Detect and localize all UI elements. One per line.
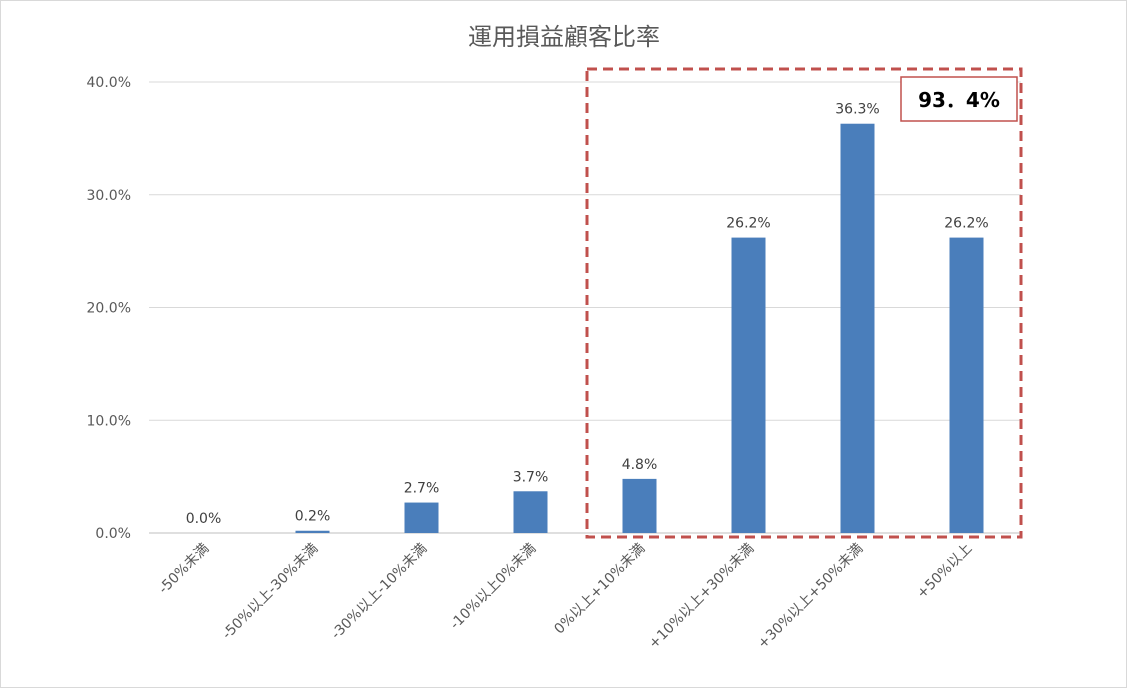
category-label: -10%以上0%未満 (447, 541, 539, 633)
data-label: 3.7% (513, 469, 549, 485)
y-tick-label: 30.0% (87, 188, 131, 204)
bar (840, 123, 875, 533)
category-label: +10%以上+30%未満 (646, 541, 758, 653)
data-label: 26.2% (944, 216, 988, 232)
category-label: -30%以上-10%未満 (328, 541, 430, 643)
bar (295, 530, 330, 533)
bar (731, 237, 766, 533)
bar (949, 237, 984, 533)
data-label: 36.3% (835, 102, 879, 118)
highlight-label: 93．4% (918, 88, 1000, 112)
category-label: +30%以上+50%未満 (755, 541, 867, 653)
y-tick-label: 40.0% (87, 75, 131, 91)
bar (404, 502, 439, 533)
category-label: -50%未満 (156, 541, 213, 598)
data-label: 0.2% (295, 509, 331, 525)
category-label: -50%以上-30%未満 (219, 541, 321, 643)
chart-title: 運用損益顧客比率 (468, 23, 660, 51)
highlight-dashed-box (585, 67, 1023, 539)
y-tick-label: 10.0% (87, 413, 131, 429)
y-tick-label: 0.0% (95, 526, 131, 542)
category-label: +50%以上 (914, 541, 975, 602)
data-label: 4.8% (622, 457, 658, 473)
data-label: 26.2% (726, 216, 770, 232)
bar (622, 478, 657, 533)
bar (513, 491, 548, 533)
data-label: 2.7% (404, 481, 440, 497)
y-tick-label: 20.0% (87, 301, 131, 317)
category-label: 0%以上+10%未満 (551, 541, 648, 638)
data-label: 0.0% (186, 511, 222, 527)
highlight-label-box (900, 76, 1018, 122)
